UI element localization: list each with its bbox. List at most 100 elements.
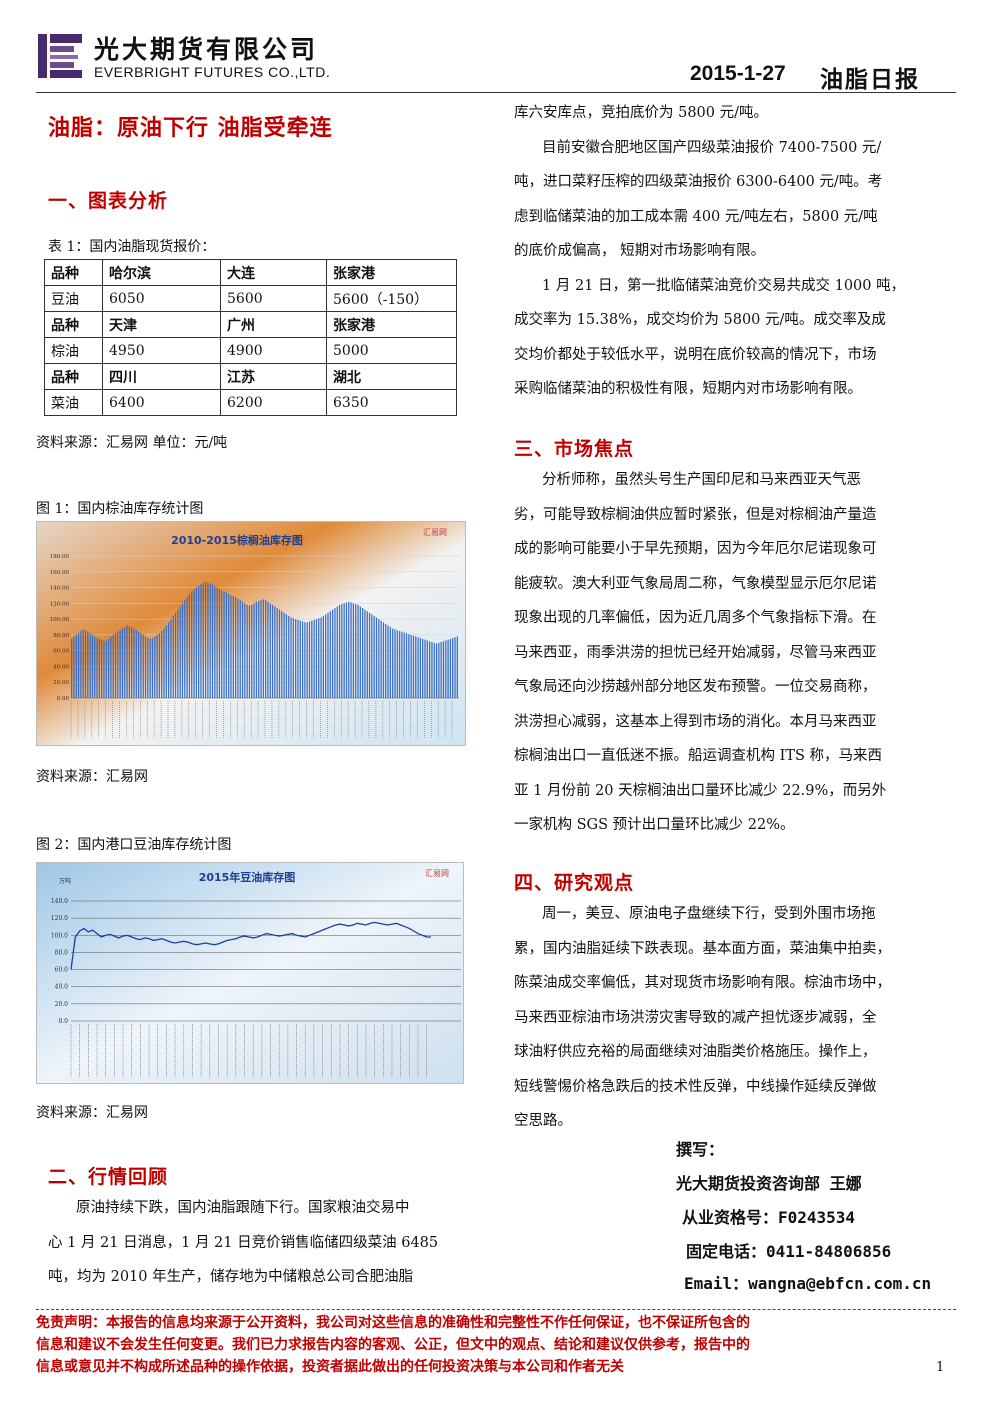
section3-body: 分析师称，虽然头号生产国印尼和马来西亚天气恶 劣，可能导致棕榈油供应暂时紧张，但… (514, 463, 944, 843)
spot-price-table: 品种 哈尔滨 大连 张家港 豆油 6050 5600 5600（-150） 品种 天津 广州 张家港棕… (44, 259, 457, 416)
bar (188, 593, 191, 698)
bar (440, 641, 442, 698)
paragraph-line: 能疲软。澳大利亚气象局周二称，气象模型显示厄尔尼诺 (514, 575, 877, 592)
bar (345, 602, 348, 698)
bar (348, 601, 350, 698)
chart-watermark: 汇易网 (423, 528, 447, 537)
bar (301, 621, 304, 698)
bar (290, 617, 292, 698)
bar (387, 625, 389, 698)
bar (80, 630, 82, 698)
table-header-cell: 广州 (220, 311, 327, 338)
bar (405, 633, 408, 698)
bar (449, 638, 452, 698)
bar (401, 631, 403, 698)
bar (426, 640, 428, 698)
paragraph-line: 球油籽供应充裕的局面继续对油脂类价格施压。操作上， (514, 1044, 877, 1060)
section1-heading: 一、图表分析 (48, 190, 169, 212)
bar (355, 604, 357, 698)
bar (96, 638, 98, 698)
bar (94, 636, 96, 698)
bar (389, 627, 391, 698)
bar (265, 600, 267, 698)
y-tick-label: 160.00 (50, 570, 70, 576)
table-header-cell: 天津 (102, 311, 221, 338)
bar (244, 603, 246, 698)
bar (385, 623, 387, 698)
table-source: 资料来源：汇易网 单位：元/吨 (36, 435, 228, 451)
bar (137, 631, 140, 698)
bar (281, 611, 283, 698)
bar (228, 593, 230, 698)
table-cell: 6350 (326, 389, 457, 416)
bar (276, 608, 278, 698)
bar (445, 640, 447, 698)
y-tick-label: 180.00 (50, 554, 70, 560)
bar (375, 617, 378, 698)
bar (202, 582, 204, 698)
series-line (70, 921, 431, 970)
table-caption: 表 1：国内油脂现货报价： (48, 239, 216, 255)
bar (174, 612, 177, 698)
y-tick-label: 120.0 (51, 915, 68, 922)
bar (334, 608, 336, 698)
bar (168, 622, 170, 698)
bar (392, 628, 394, 698)
bar (255, 601, 258, 698)
bar (292, 618, 294, 698)
bar (156, 634, 158, 698)
bar (191, 591, 193, 698)
y-axis-label: 万吨 (59, 877, 71, 885)
bar (126, 625, 128, 698)
bar (218, 589, 221, 698)
bar (239, 600, 241, 698)
bar (352, 603, 355, 698)
company-logo-icon (36, 32, 84, 80)
bar (198, 585, 200, 698)
bar (251, 604, 253, 698)
header-divider (36, 92, 956, 93)
bar (304, 622, 306, 698)
paragraph-line: 目前安徽合肥地区国产四级菜油报价 7400-7500 元/ (542, 139, 882, 156)
bar (103, 641, 105, 698)
table-row: 豆油 6050 5600 5600（-150） (44, 285, 457, 312)
y-tick-label: 0.0 (58, 1018, 68, 1025)
bar (331, 609, 334, 698)
table-header-cell: 江苏 (220, 363, 327, 390)
paragraph-line: 1 月 21 日，第一批临储菜油竞价交易共成交 1000 吨， (542, 277, 906, 294)
author-label: 撰写： (676, 1140, 725, 1159)
bar (260, 600, 262, 698)
bar (336, 606, 338, 698)
bar (378, 619, 380, 698)
bar (158, 633, 161, 698)
bar (368, 612, 371, 698)
paragraph-line: 陈菜油成交率偏低，其对现货市场影响有限。棕油市场中， (514, 975, 891, 991)
bar (253, 603, 255, 698)
bar (322, 615, 325, 698)
bar (200, 584, 202, 698)
bar (428, 641, 431, 698)
bar (278, 609, 281, 698)
bar (447, 639, 449, 698)
bar (117, 631, 119, 698)
section4-body: 周一，美豆、原油电子盘继续下行，受到外围市场拖 累，国内油脂延续下跌表现。基本面… (514, 897, 944, 1139)
bar (133, 628, 135, 698)
bar (343, 603, 345, 698)
soybean-oil-stock-chart: 2015年豆油库存图 汇易网 万吨 0.0 20.0 40.0 60.0 80.0 100.0 1… (36, 862, 464, 1084)
bar (442, 641, 445, 698)
table-header-row: 品种 天津 广州 张家港 (44, 311, 457, 338)
bar (163, 628, 165, 698)
paragraph-line: 心 1 月 21 日消息，1 月 21 日竞价销售临储四级菜油 6485 (48, 1234, 439, 1251)
disclaimer-line: 信息和建议不会发生任何变更。我们已力求报告内容的客观、公正，但文中的观点、结论和… (36, 1337, 750, 1353)
author-email[interactable]: Email：wangna@ebfcn.com.cn (684, 1274, 932, 1293)
bar (101, 639, 103, 698)
report-name: 油脂日报 (820, 67, 920, 93)
paragraph-line: 的底价成偏高， 短期对市场影响有限。 (514, 243, 766, 259)
chart-watermark: 汇易网 (425, 869, 449, 878)
y-tick-label: 20.00 (53, 680, 69, 686)
bar (119, 630, 121, 698)
bar (299, 620, 301, 698)
bar (274, 606, 276, 698)
bar (366, 611, 368, 698)
page-number: 1 (936, 1360, 945, 1375)
